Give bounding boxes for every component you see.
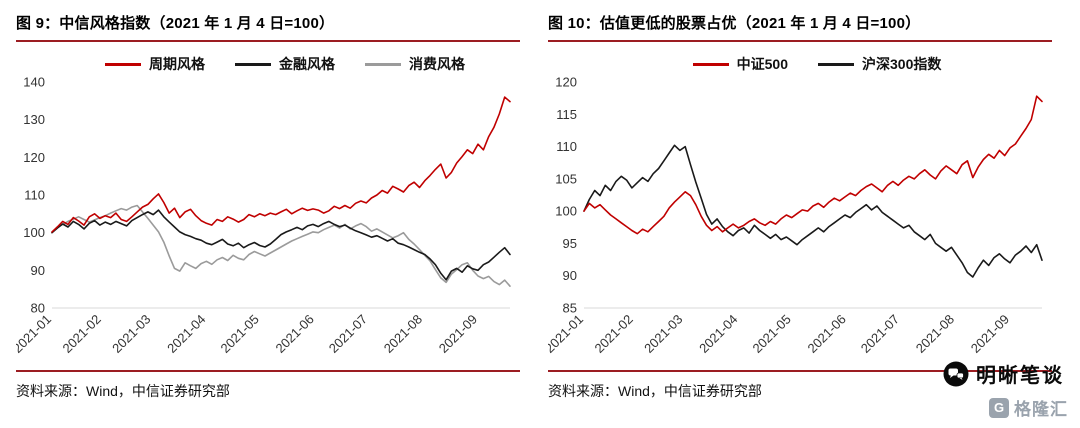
figure-10-source-rule (548, 370, 1052, 372)
legend-line-swatch (235, 62, 271, 66)
y-tick-label: 90 (563, 268, 577, 283)
figure-9-title-rule (16, 40, 520, 42)
y-tick-label: 90 (31, 263, 45, 278)
legend-label: 沪深300指数 (862, 56, 942, 72)
y-tick-label: 80 (31, 301, 45, 316)
series-line-中证500 (583, 95, 1043, 235)
x-tick-label: 2021-08 (381, 312, 425, 356)
x-tick-label: 2021-06 (272, 312, 316, 356)
x-tick-label: 2021-03 (109, 312, 153, 356)
x-tick-label: 2021-08 (913, 312, 957, 356)
x-tick-label: 2021-04 (696, 312, 740, 356)
legend-line-swatch (692, 62, 729, 66)
legend-label: 金融风格 (279, 56, 335, 72)
x-tick-label: 2021-03 (641, 312, 685, 356)
figure-9-panel: 图 9：中信风格指数（2021 年 1 月 4 日=100） 周期风格 金融风格 消… (16, 12, 520, 401)
y-tick-label: 115 (556, 107, 577, 122)
y-tick-label: 100 (555, 204, 577, 219)
x-tick-label: 2021-01 (16, 312, 54, 356)
y-tick-label: 120 (23, 150, 45, 165)
figure-10-legend: 中证500 沪深300指数 (548, 54, 1052, 74)
figure-10-title: 图 10：估值更低的股票占优（2021 年 1 月 4 日=100） (548, 15, 921, 32)
platform-watermark: G 格隆汇 (989, 395, 1068, 420)
y-tick-label: 105 (555, 171, 577, 186)
x-tick-label: 2021-05 (749, 312, 793, 356)
series-line-金融风格 (51, 209, 511, 281)
legend-item-周期风格: 周期风格 (105, 54, 205, 74)
y-tick-label: 100 (23, 225, 45, 240)
legend-label: 中证500 (736, 56, 788, 72)
x-tick-label: 2021-02 (59, 312, 103, 356)
x-tick-label: 2021-05 (217, 312, 261, 356)
x-tick-label: 2021-07 (858, 312, 902, 356)
series-line-沪深300指数 (583, 144, 1043, 278)
legend-label: 消费风格 (409, 56, 465, 72)
figure-10-title-rule (548, 40, 1052, 42)
figure-10-source: 资料来源：Wind，中信证券研究部 (548, 383, 762, 399)
platform-logo-icon: G (989, 397, 1009, 418)
brand-chat-icon (943, 361, 969, 386)
legend-line-swatch (105, 62, 141, 66)
platform-watermark-label: 格隆汇 (1014, 400, 1068, 419)
figure-9-title: 图 9：中信风格指数（2021 年 1 月 4 日=100） (16, 15, 335, 32)
x-tick-label: 2021-09 (436, 312, 480, 356)
y-tick-label: 110 (24, 188, 45, 203)
series-line-周期风格 (51, 96, 511, 233)
figure-10-panel: 图 10：估值更低的股票占优（2021 年 1 月 4 日=100） 中证500… (548, 12, 1052, 401)
legend-item-金融风格: 金融风格 (235, 54, 335, 74)
x-tick-label: 2021-06 (804, 312, 848, 356)
y-tick-label: 130 (23, 112, 45, 127)
legend-item-消费风格: 消费风格 (365, 54, 465, 74)
y-tick-label: 110 (556, 139, 577, 154)
x-tick-label: 2021-07 (326, 312, 370, 356)
figure-9-legend: 周期风格 金融风格 消费风格 (16, 54, 520, 74)
figure-9-source-rule (16, 370, 520, 372)
figure-9-chart: 80 90 100 110 120 130 140 2021-01 2021-02 2021-03… (16, 76, 511, 356)
series-line-消费风格 (51, 204, 511, 287)
x-tick-label: 2021-04 (164, 312, 208, 356)
x-tick-label: 2021-02 (591, 312, 635, 356)
figure-panels: 图 9：中信风格指数（2021 年 1 月 4 日=100） 周期风格 金融风格 消… (16, 12, 1052, 401)
legend-item-沪深300指数: 沪深300指数 (818, 54, 941, 74)
brand-watermark: 明晰笔谈 (943, 359, 1064, 388)
legend-line-swatch (818, 62, 854, 66)
legend-item-中证500: 中证500 (692, 54, 788, 74)
figure-9-source: 资料来源：Wind，中信证券研究部 (16, 383, 230, 399)
legend-label: 周期风格 (149, 56, 205, 72)
y-tick-label: 95 (563, 236, 577, 251)
y-tick-label: 85 (563, 301, 577, 316)
legend-line-swatch (365, 62, 401, 66)
y-tick-label: 120 (555, 76, 577, 90)
y-tick-label: 140 (23, 76, 45, 90)
x-tick-label: 2021-09 (968, 312, 1012, 356)
brand-watermark-label: 明晰笔谈 (976, 365, 1064, 387)
x-tick-label: 2021-01 (548, 312, 586, 356)
